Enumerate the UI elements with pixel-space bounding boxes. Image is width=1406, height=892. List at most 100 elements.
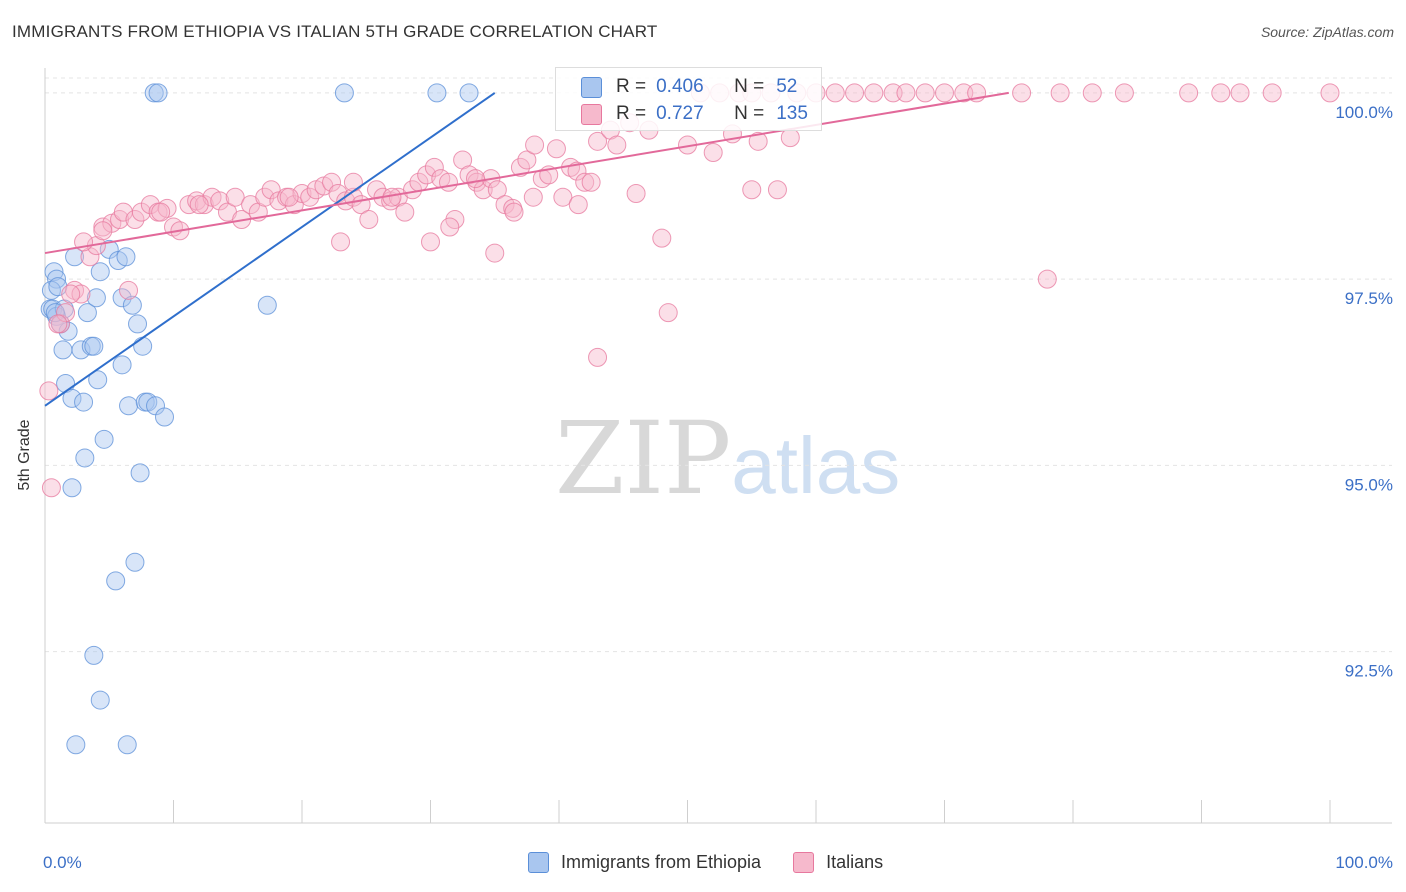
legend-series: Immigrants from Ethiopia Italians [528, 852, 915, 873]
legend-item-ethiopia[interactable]: Immigrants from Ethiopia [528, 852, 761, 873]
point-italians [1262, 83, 1282, 103]
point-ethiopia [94, 429, 114, 449]
point-italians [568, 195, 588, 215]
point-italians [1230, 83, 1250, 103]
point-ethiopia [459, 83, 479, 103]
point-ethiopia [44, 262, 64, 282]
trend-line-ethiopia [44, 92, 496, 407]
legend-swatch-ethiopia [581, 76, 602, 98]
point-italians [331, 232, 351, 252]
chart-title: IMMIGRANTS FROM ETHIOPIA VS ITALIAN 5TH … [12, 22, 658, 41]
point-italians [588, 347, 608, 367]
point-italians [424, 157, 444, 177]
point-italians [1082, 83, 1102, 103]
point-italians [1211, 83, 1231, 103]
point-italians [658, 303, 678, 323]
trend-line-italians [44, 91, 1009, 255]
point-italians [703, 143, 723, 162]
point-italians [567, 161, 587, 181]
point-ethiopia [122, 295, 142, 315]
point-italians [1320, 83, 1340, 103]
point-italians [780, 128, 800, 148]
point-ethiopia [90, 690, 110, 710]
point-ethiopia [84, 645, 104, 665]
legend-row-italians: R = 0.727 N = 135 [581, 101, 808, 127]
y-tick-label: 97.5% [1345, 289, 1393, 308]
point-italians [546, 139, 566, 159]
point-italians [517, 150, 537, 170]
point-ethiopia [106, 571, 126, 591]
point-italians [119, 280, 139, 300]
point-ethiopia [128, 314, 148, 334]
point-italians [1037, 269, 1057, 289]
point-italians [39, 381, 59, 401]
legend-item-italians[interactable]: Italians [793, 852, 883, 873]
point-italians [1050, 83, 1070, 103]
point-ethiopia [119, 396, 139, 416]
point-ethiopia [62, 388, 82, 408]
point-ethiopia [41, 280, 61, 300]
point-italians [440, 217, 460, 237]
point-italians [438, 172, 458, 192]
point-ethiopia [74, 392, 94, 412]
point-italians [575, 172, 595, 192]
point-ethiopia [125, 552, 145, 572]
point-italians [523, 187, 543, 207]
legend-n-label: N = [734, 103, 765, 124]
watermark-zip: ZIP [555, 400, 732, 517]
point-ethiopia [334, 83, 354, 103]
point-ethiopia [88, 370, 108, 390]
x-tick-label-min: 0.0% [43, 853, 82, 872]
point-italians [225, 187, 245, 207]
legend-r-value-ethiopia: 0.406 [656, 76, 704, 97]
point-italians [255, 187, 275, 207]
point-italians [93, 221, 113, 241]
point-italians [915, 83, 935, 103]
legend-label-italians: Italians [826, 852, 884, 872]
point-ethiopia [427, 83, 447, 103]
point-ethiopia [86, 288, 106, 308]
point-ethiopia [116, 247, 136, 267]
point-italians [421, 232, 440, 252]
point-italians [189, 195, 209, 215]
legend-n-value-italians: 135 [776, 103, 808, 124]
legend-r-label: R = [616, 103, 647, 124]
point-ethiopia [130, 463, 150, 483]
point-italians [553, 187, 573, 207]
point-ethiopia [58, 321, 78, 341]
point-italians [71, 284, 91, 304]
point-ethiopia [133, 336, 153, 356]
point-italians [652, 228, 672, 248]
point-italians [1114, 83, 1134, 103]
chart-source: Source: ZipAtlas.com [1260, 24, 1394, 40]
legend-n-value-ethiopia: 52 [776, 76, 798, 97]
point-italians [504, 202, 524, 222]
x-tick-label-max: 100.0% [1335, 853, 1393, 872]
legend-r-value-italians: 0.727 [656, 103, 704, 124]
point-italians [845, 83, 865, 103]
point-ethiopia [257, 295, 277, 315]
point-ethiopia [62, 478, 82, 498]
point-italians [588, 131, 608, 151]
point-ethiopia [53, 340, 73, 360]
legend-swatch-italians [793, 852, 815, 873]
point-italians [125, 210, 145, 230]
point-ethiopia [84, 336, 104, 356]
point-italians [626, 183, 646, 203]
point-italians [61, 284, 81, 304]
point-ethiopia [148, 83, 168, 103]
point-italians [56, 303, 76, 323]
point-italians [322, 172, 342, 192]
legend-label-ethiopia: Immigrants from Ethiopia [561, 852, 762, 872]
point-italians [748, 131, 768, 151]
point-italians [359, 210, 379, 230]
point-italians [935, 83, 954, 103]
point-italians [194, 195, 214, 215]
point-ethiopia [90, 262, 110, 282]
point-italians [742, 180, 762, 200]
point-italians [607, 135, 627, 155]
point-ethiopia [66, 735, 86, 755]
legend-n-label: N = [734, 76, 765, 97]
point-italians [465, 169, 485, 189]
point-italians [395, 202, 415, 222]
